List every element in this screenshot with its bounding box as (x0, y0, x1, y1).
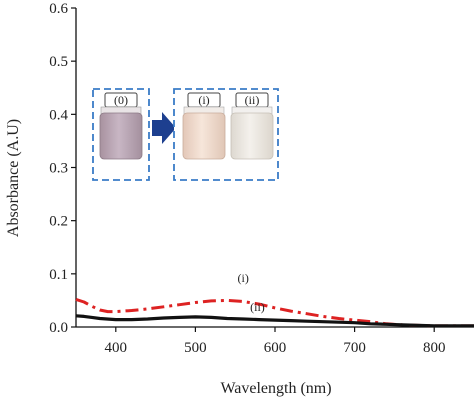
series-line-ii (75, 314, 474, 328)
inset-vial-photos: (0) (i) (ii) (92, 88, 279, 181)
series-line-i (75, 297, 474, 328)
x-tick-label: 700 (343, 340, 366, 356)
x-axis-title: Wavelength (nm) (220, 380, 331, 397)
x-tick-label: 600 (264, 340, 287, 356)
vial-0: (0) (99, 92, 143, 160)
y-tick-label: 0.2 (49, 214, 68, 230)
vial-0-label: (0) (114, 93, 128, 107)
y-tick-label: 0.5 (49, 54, 68, 70)
y-axis-title: Absorbance (A.U) (5, 119, 22, 237)
vial-ii-label: (ii) (245, 93, 260, 107)
vial-i-label: (i) (198, 93, 209, 107)
x-tick-label: 800 (423, 340, 446, 356)
annotation-layer: (i) (ii) (237, 271, 264, 314)
x-tick-label: 400 (105, 340, 128, 356)
y-axis-ticks: 0.0 0.1 0.2 0.3 0.4 0.5 0.6 (49, 1, 76, 336)
y-tick-label: 0.3 (49, 161, 68, 177)
x-tick-label: 500 (184, 340, 207, 356)
y-tick-label: 0.6 (49, 1, 68, 17)
right-arrow-icon (152, 112, 176, 144)
x-axis-ticks: 400 500 600 700 800 (105, 327, 446, 356)
y-tick-label: 0.0 (49, 320, 68, 336)
series-layer (75, 297, 474, 328)
curve-label: (i) (237, 271, 248, 285)
vial-ii: (ii) (230, 92, 274, 160)
curve-label: (ii) (250, 300, 265, 314)
y-tick-label: 0.1 (49, 267, 68, 283)
y-tick-label: 0.4 (49, 107, 68, 123)
vial-i: (i) (182, 92, 226, 160)
